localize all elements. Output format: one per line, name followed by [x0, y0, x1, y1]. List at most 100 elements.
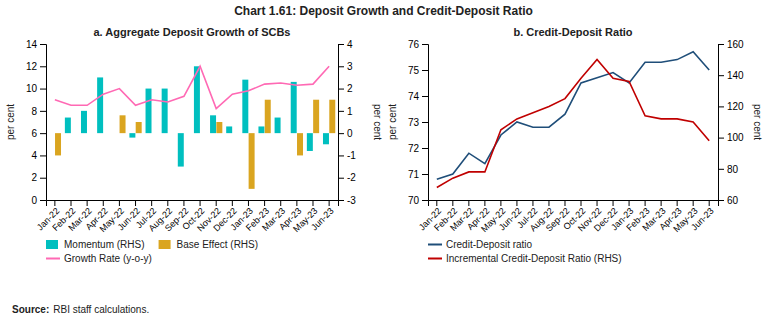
chart-title: b. Credit-Deposit Ratio — [513, 26, 632, 38]
tick-mark — [422, 200, 428, 201]
tick-mark — [422, 44, 428, 45]
tick-label: 0 — [31, 195, 37, 206]
legend: Credit-Deposit ratioIncremental Credit-D… — [428, 239, 622, 264]
bar — [55, 133, 61, 155]
tick: 74 — [408, 91, 428, 102]
tick-label: 160 — [727, 39, 744, 50]
tick-mark — [338, 111, 344, 112]
bar — [216, 122, 222, 133]
tick-label: 73 — [408, 117, 420, 128]
tick-label: -3 — [347, 195, 356, 206]
tick: 60 — [718, 195, 739, 206]
legend-item: Credit-Deposit ratio — [428, 239, 533, 250]
line — [55, 66, 329, 108]
tick-mark — [677, 200, 678, 206]
legend-label: Credit-Deposit ratio — [446, 239, 533, 250]
tick-mark — [436, 200, 437, 206]
tick-mark — [597, 200, 598, 206]
panel: 707172737475766080100120140160Jan-22Feb-… — [387, 26, 763, 264]
panel: 02468101214-3-2-101234Jan-22Feb-22Mar-22… — [5, 26, 383, 264]
bar — [297, 133, 303, 155]
annotation: Source: — [12, 304, 49, 315]
tick-mark — [422, 70, 428, 71]
tick-mark — [516, 200, 517, 206]
tick-mark — [338, 66, 344, 67]
tick: 80 — [718, 164, 739, 175]
bar — [71, 133, 77, 134]
plot-area — [55, 66, 335, 189]
tick-mark — [422, 174, 428, 175]
tick-mark — [151, 200, 152, 206]
tick-mark — [119, 200, 120, 206]
tick-mark — [40, 155, 46, 156]
bar — [178, 133, 184, 166]
plot-area — [437, 52, 709, 188]
legend: Momentum (RHS)Base Effect (RHS)Growth Ra… — [46, 239, 258, 264]
bar — [129, 133, 135, 137]
bar — [113, 133, 119, 134]
tick: -1 — [338, 150, 356, 161]
tick-label: 12 — [26, 61, 38, 72]
tick-label: Jun-23 — [689, 206, 716, 233]
tick-mark — [200, 200, 201, 206]
bar — [200, 133, 206, 134]
tick: -2 — [338, 172, 356, 183]
bar — [275, 118, 281, 134]
tick: 160 — [718, 39, 744, 50]
tick-mark — [718, 75, 724, 76]
legend-label: Momentum (RHS) — [64, 239, 145, 250]
tick: 8 — [31, 106, 46, 117]
legend-label: Growth Rate (y-o-y) — [64, 253, 152, 264]
tick-mark — [422, 148, 428, 149]
tick-mark — [338, 133, 344, 134]
bar — [168, 133, 174, 134]
tick-label: 72 — [408, 143, 420, 154]
tick-label: 4 — [31, 150, 37, 161]
tick: 1 — [338, 106, 353, 117]
tick-mark — [40, 200, 46, 201]
tick: -3 — [338, 195, 356, 206]
tick-label: 3 — [347, 61, 353, 72]
y2-axis-title: per cent — [372, 104, 383, 140]
legend-swatch — [428, 258, 442, 260]
tick-mark — [422, 96, 428, 97]
tick-mark — [338, 44, 344, 45]
legend-swatch — [159, 240, 171, 249]
tick: 10 — [26, 83, 46, 94]
tick-label: 74 — [408, 91, 420, 102]
bar — [184, 133, 190, 134]
tick: 0 — [338, 128, 353, 139]
tick-mark — [338, 155, 344, 156]
tick-mark — [40, 178, 46, 179]
tick-mark — [645, 200, 646, 206]
tick-mark — [216, 200, 217, 206]
bar — [232, 133, 238, 134]
bar — [103, 133, 109, 134]
bar-series — [65, 66, 329, 166]
tick-mark — [40, 66, 46, 67]
tick-mark — [338, 89, 344, 90]
y-axis-title: per cent — [5, 104, 16, 140]
bar-series — [55, 100, 335, 189]
tick: 4 — [338, 39, 353, 50]
annotation: RBI staff calculations. — [53, 304, 149, 315]
bar — [120, 115, 126, 133]
tick-mark — [40, 44, 46, 45]
tick-mark — [564, 200, 565, 206]
tick: 75 — [408, 65, 428, 76]
tick-mark — [312, 200, 313, 206]
tick-mark — [548, 200, 549, 206]
bar — [291, 82, 297, 133]
tick-label: 60 — [727, 195, 739, 206]
tick: 6 — [31, 128, 46, 139]
legend-item: Momentum (RHS) — [46, 239, 145, 250]
tick-label: 140 — [727, 70, 744, 81]
tick-mark — [183, 200, 184, 206]
tick: 0 — [31, 195, 46, 206]
tick: 100 — [718, 132, 744, 143]
tick-mark — [468, 200, 469, 206]
tick-label: 100 — [727, 132, 744, 143]
x-axis: Jan-22Feb-22Mar-22Apr-22May-22Jun-22Jul-… — [35, 200, 339, 234]
tick: 70 — [408, 195, 428, 206]
y-axis: 70717273747576 — [408, 39, 429, 206]
